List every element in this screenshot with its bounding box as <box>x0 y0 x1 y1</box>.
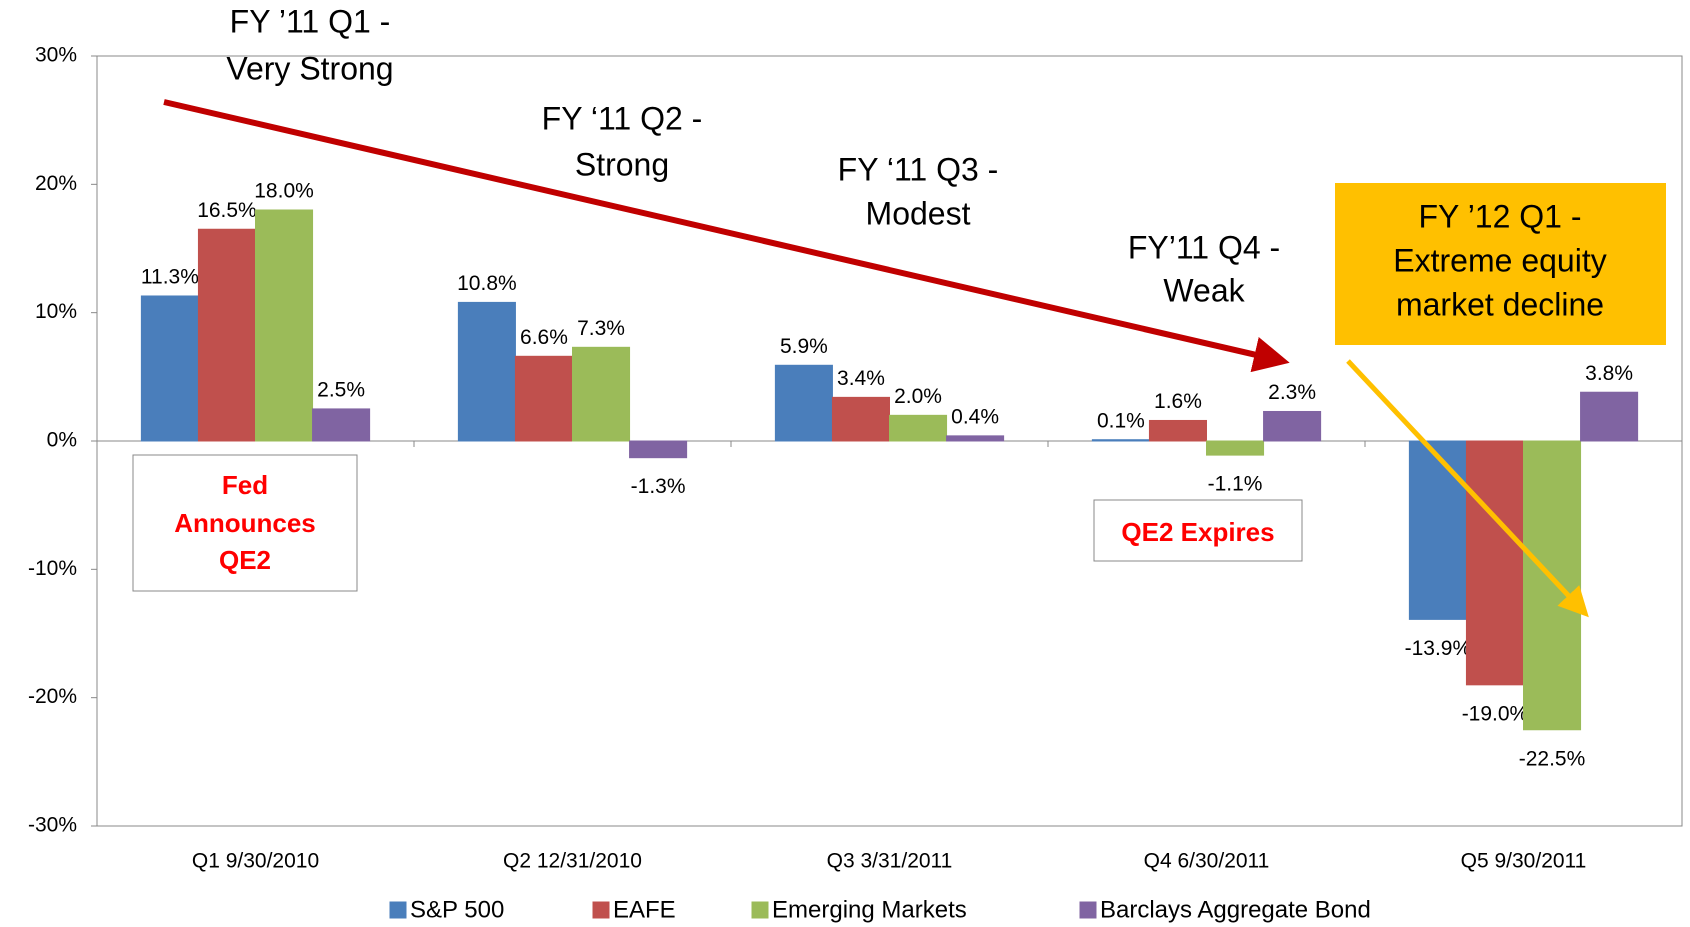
legend-label: EAFE <box>613 896 676 923</box>
value-label: 3.4% <box>837 367 885 390</box>
box-note: Announces <box>174 508 316 538</box>
y-tick-label: 30% <box>35 44 77 67</box>
bar <box>831 396 891 442</box>
bar <box>312 408 371 442</box>
decline-arrow <box>1346 359 1589 618</box>
bar <box>1523 440 1582 731</box>
y-tick-label: 10% <box>35 300 77 323</box>
callout-box <box>1335 183 1666 345</box>
bar <box>889 414 948 442</box>
x-tick-label: Q4 6/30/2011 <box>1144 850 1270 873</box>
bar <box>1148 419 1207 442</box>
x-tick-label: Q1 9/30/2010 <box>192 850 319 873</box>
value-label: 18.0% <box>254 180 314 203</box>
value-label: 16.5% <box>197 199 257 222</box>
box-note: Fed <box>222 470 268 500</box>
x-tick-label: Q2 12/31/2010 <box>503 850 642 873</box>
annotation: FY ‘11 Q3 - <box>838 151 999 187</box>
annotation: Very Strong <box>226 50 393 86</box>
legend-swatch <box>592 901 610 919</box>
legend-swatch <box>751 901 769 919</box>
value-label: 3.8% <box>1585 362 1633 385</box>
y-tick-label: -10% <box>28 557 77 580</box>
annotation: FY ’12 Q1 - <box>1418 198 1581 234</box>
x-tick-label: Q3 3/31/2011 <box>827 850 953 873</box>
value-label: 0.4% <box>951 405 999 428</box>
legend-label: Emerging Markets <box>772 896 967 923</box>
value-label: 2.5% <box>317 378 365 401</box>
annotation: market decline <box>1396 286 1604 322</box>
legend-label: Barclays Aggregate Bond <box>1100 896 1371 923</box>
bar <box>1580 391 1639 442</box>
annotation: Weak <box>1163 272 1245 308</box>
value-label: 2.0% <box>894 385 942 408</box>
bar <box>514 355 574 442</box>
box-note: QE2 Expires <box>1121 517 1274 547</box>
annotation: Strong <box>575 146 669 182</box>
y-tick-label: -20% <box>28 685 77 708</box>
bar <box>1408 440 1467 620</box>
legend-swatch <box>389 901 407 919</box>
bar <box>946 435 1005 442</box>
bar <box>629 440 688 459</box>
legend-label: S&P 500 <box>410 896 504 923</box>
bar <box>1465 440 1524 686</box>
value-label: 10.8% <box>457 272 517 295</box>
value-label: -1.3% <box>631 475 686 498</box>
value-label: 11.3% <box>141 266 199 289</box>
value-label: -19.0% <box>1462 702 1529 725</box>
bar <box>774 364 833 442</box>
annotation: FY ’11 Q1 - <box>230 3 391 39</box>
x-tick-label: Q5 9/30/2011 <box>1461 850 1587 873</box>
bar <box>457 301 516 442</box>
annotation: FY ‘11 Q2 - <box>542 100 703 136</box>
value-label: 0.1% <box>1097 409 1145 432</box>
bar <box>255 209 314 442</box>
value-label: -13.9% <box>1405 637 1472 660</box>
value-label: -22.5% <box>1519 747 1586 770</box>
legend-swatch <box>1079 901 1097 919</box>
annotation: FY’11 Q4 - <box>1128 229 1280 265</box>
note-box <box>1093 499 1303 562</box>
y-tick-label: -30% <box>28 814 77 837</box>
bar <box>197 228 257 442</box>
bar <box>140 295 199 442</box>
y-tick-label: 0% <box>47 429 77 452</box>
value-label: 2.3% <box>1268 381 1316 404</box>
value-label: 6.6% <box>520 326 568 349</box>
value-label: 1.6% <box>1154 390 1202 413</box>
bar <box>1263 410 1322 442</box>
bar <box>1206 440 1265 456</box>
note-box <box>132 454 358 592</box>
annotation: Extreme equity <box>1393 242 1606 278</box>
bar <box>572 346 631 442</box>
annotation: Modest <box>866 195 971 231</box>
value-label: 7.3% <box>577 317 625 340</box>
bar <box>1091 439 1150 442</box>
box-note: QE2 <box>219 545 271 575</box>
value-label: 5.9% <box>780 335 828 358</box>
y-tick-label: 20% <box>35 172 77 195</box>
value-label: -1.1% <box>1208 473 1263 496</box>
trend-arrow <box>163 99 1290 373</box>
